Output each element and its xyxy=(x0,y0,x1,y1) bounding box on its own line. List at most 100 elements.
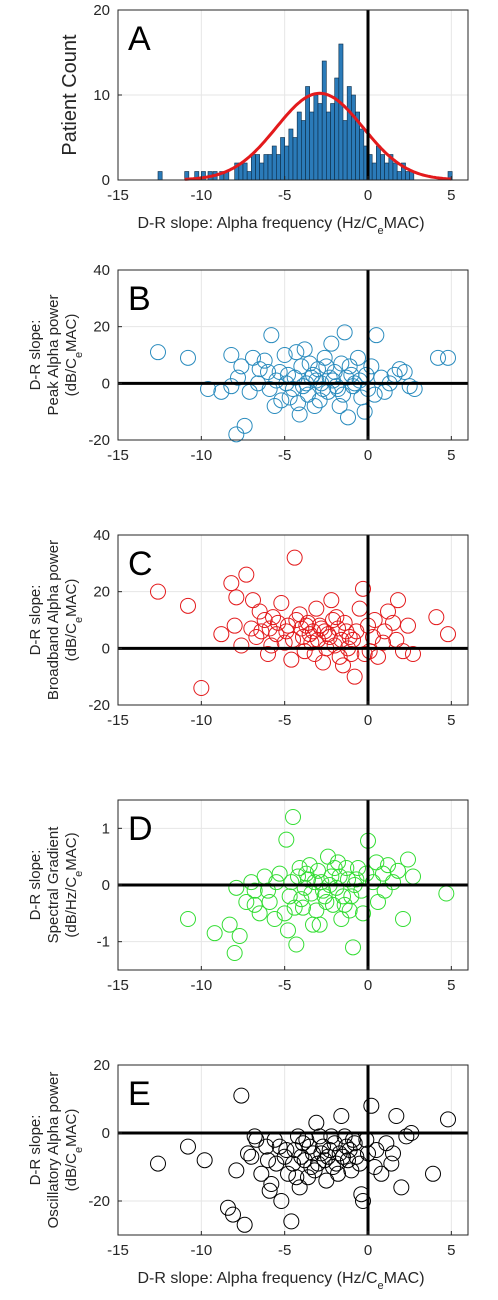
histogram-bar xyxy=(305,86,310,181)
histogram-bar xyxy=(317,103,323,181)
scatter-point xyxy=(401,378,418,395)
scatter-point xyxy=(388,1108,405,1124)
histogram-bar xyxy=(267,154,273,181)
scatter-point xyxy=(223,378,240,395)
scatter-point xyxy=(405,646,421,662)
scatter-point xyxy=(228,589,245,606)
scatter-point xyxy=(331,1145,348,1162)
scatter-point xyxy=(316,623,333,640)
scatter-point xyxy=(315,381,331,397)
scatter-point xyxy=(370,894,386,910)
x-tick-label: 0 xyxy=(364,1242,372,1259)
y-tick-label: 40 xyxy=(93,527,110,544)
y-tick-label: -1 xyxy=(97,934,110,951)
scatter-point xyxy=(180,911,196,927)
scatter-point xyxy=(268,1155,285,1172)
scatter-point xyxy=(346,668,363,685)
scatter-point xyxy=(295,378,311,395)
scatter-point xyxy=(305,623,321,640)
scatter-point xyxy=(330,1165,346,1182)
scatter-point xyxy=(263,637,280,654)
x-tick-label: -5 xyxy=(278,712,291,729)
scatter-point xyxy=(270,614,286,631)
scatter-point xyxy=(193,680,210,696)
scatter-point xyxy=(253,1165,270,1182)
scatter-point xyxy=(345,939,361,956)
scatter-point xyxy=(280,1165,296,1182)
histogram-bar xyxy=(309,111,315,181)
scatter-point xyxy=(276,347,293,363)
x-tick-label: 0 xyxy=(364,447,372,464)
scatter-point xyxy=(348,623,365,640)
scatter-point xyxy=(323,592,340,609)
histogram-bar xyxy=(288,128,294,181)
scatter-point xyxy=(393,1179,410,1196)
scatter-point xyxy=(341,1142,358,1158)
histogram-bar xyxy=(346,86,352,181)
y-axis-label-line: Broadband Alpha power xyxy=(45,540,62,700)
scatter-point xyxy=(286,899,303,916)
y-tick-label: 20 xyxy=(93,1057,110,1074)
scatter-point xyxy=(333,911,350,927)
panel-letter: E xyxy=(128,1075,151,1113)
scatter-point xyxy=(233,1087,250,1104)
histogram-bar xyxy=(338,43,344,181)
scatter-point xyxy=(261,620,278,637)
scatter-point xyxy=(310,862,326,879)
grid-lines xyxy=(117,269,468,441)
scatter-point xyxy=(405,868,421,885)
scatter-point xyxy=(390,862,406,879)
scatter-point xyxy=(335,1148,351,1165)
scatter-point xyxy=(228,1162,245,1179)
scatter-point xyxy=(206,925,223,942)
scatter-point xyxy=(328,879,345,896)
scatter-point xyxy=(356,403,373,420)
scatter-point xyxy=(230,369,246,386)
scatter-point xyxy=(335,386,351,403)
x-tick-label: -15 xyxy=(107,187,129,204)
scatter-point xyxy=(180,1138,196,1155)
scatter-point xyxy=(345,378,361,395)
y-tick-label: 0 xyxy=(102,375,110,392)
scatter-point xyxy=(260,364,276,380)
histogram-bar xyxy=(321,60,327,181)
scatter-point xyxy=(283,1213,300,1230)
scatter-point xyxy=(318,1172,335,1189)
axes-box xyxy=(117,1064,469,1236)
scatter-point xyxy=(318,894,335,910)
scatter-point xyxy=(298,865,315,882)
scatter-point xyxy=(278,831,295,848)
scatter-point xyxy=(295,899,311,916)
scatter-point xyxy=(330,620,346,637)
histogram-bar xyxy=(330,103,335,181)
y-tick-label: 0 xyxy=(102,640,110,657)
scatter-point xyxy=(285,809,301,825)
scatter-point xyxy=(273,595,290,611)
panel-c-scatter: -15 -10 -5 0 5 -20 0 20 40 C D-R slope: Broadband A… xyxy=(27,527,469,729)
scatter-point xyxy=(236,1216,253,1233)
histogram-bar xyxy=(276,154,281,181)
scatter-point xyxy=(440,1111,456,1128)
scatter-point xyxy=(251,361,268,378)
scatter-point xyxy=(245,592,261,609)
scatter-point xyxy=(283,651,300,668)
x-tick-label: 0 xyxy=(364,977,372,994)
scatter-point xyxy=(285,381,301,397)
scatter-point xyxy=(271,865,288,882)
scatter-point xyxy=(385,1145,401,1162)
scatter-point xyxy=(200,381,216,397)
scatter-point xyxy=(243,1148,260,1165)
y-tick-label: -20 xyxy=(88,1193,110,1210)
scatter-point xyxy=(355,580,371,597)
scatter-point xyxy=(286,549,303,566)
scatter-point xyxy=(395,643,411,660)
scatter-point xyxy=(278,623,295,640)
scatter-point xyxy=(291,860,308,876)
scatter-point xyxy=(351,600,368,617)
x-tick-label: 5 xyxy=(447,187,455,204)
scatter-point xyxy=(231,928,248,944)
x-tick-label: 5 xyxy=(447,447,455,464)
scatter-point xyxy=(375,634,391,651)
histogram-bar xyxy=(342,120,348,181)
x-tick-label: -10 xyxy=(190,447,212,464)
